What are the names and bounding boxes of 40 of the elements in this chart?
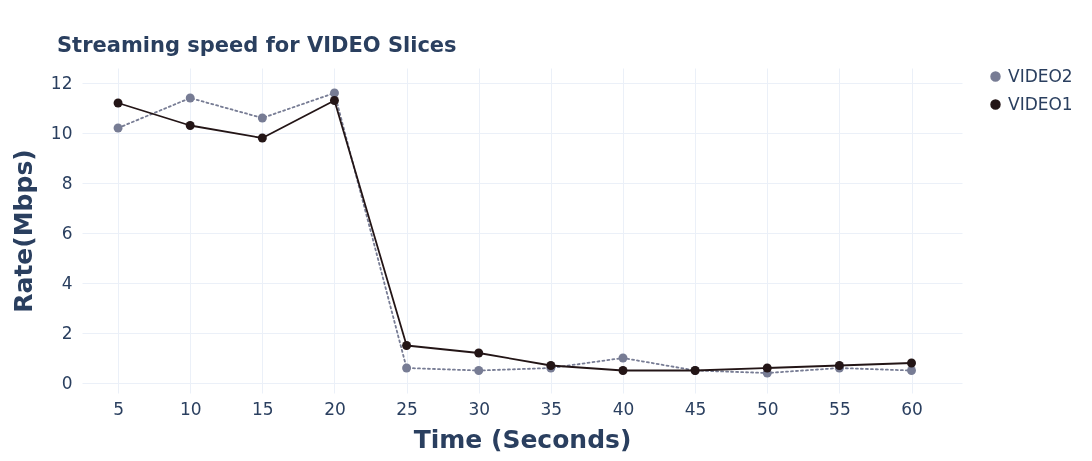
point [618, 353, 628, 363]
point [402, 363, 412, 373]
y-tick-label: 10 [50, 122, 73, 143]
x-tick-label: 25 [396, 398, 418, 419]
x-tick-label: 15 [252, 398, 274, 419]
point [257, 133, 267, 143]
x-tick-label: 30 [468, 398, 491, 419]
point [762, 363, 772, 373]
x-axis-title: Time (Seconds) [413, 424, 632, 454]
point [257, 113, 267, 123]
chart-title: Streaming speed for VIDEO Slices [57, 33, 457, 57]
y-tick-label: 8 [61, 172, 73, 193]
point [618, 366, 628, 375]
x-tick-label: 10 [179, 398, 202, 419]
point [907, 358, 916, 368]
x-tick-label: 20 [324, 398, 346, 419]
x-tick-label: 60 [901, 398, 923, 419]
x-tick-label: 5 [113, 398, 124, 419]
point [907, 366, 916, 375]
y-tick-label: 6 [61, 222, 73, 243]
y-tick-label: 2 [61, 322, 73, 343]
x-tick-label: 35 [540, 398, 563, 419]
y-tick-label: 12 [50, 72, 73, 93]
point [113, 123, 123, 133]
point [474, 348, 484, 358]
x-tick-label: 45 [684, 398, 707, 419]
x-tick-label: 55 [829, 398, 851, 419]
legend-label: VIDEO2 [1008, 65, 1073, 86]
point [329, 96, 339, 105]
x-tick-label: 40 [612, 398, 635, 419]
y-tick-label: 0 [61, 372, 73, 393]
y-tick-label: 4 [61, 272, 73, 293]
point [474, 366, 484, 375]
point [185, 121, 195, 130]
point [113, 98, 123, 108]
point [185, 93, 195, 103]
x-tick-label: 50 [756, 398, 779, 419]
y-axis-title: Rate(Mbps) [8, 149, 38, 313]
point [402, 341, 412, 350]
legend-label: VIDEO1 [1008, 93, 1073, 114]
